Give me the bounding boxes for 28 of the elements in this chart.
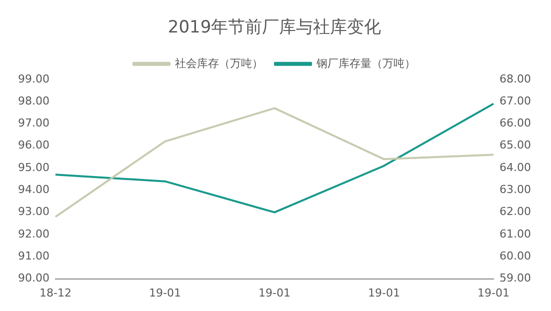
y-tick-label: 94.00 xyxy=(18,183,50,196)
y2-tick-label: 68.00 xyxy=(500,72,532,86)
legend-label: 钢厂库存量（万吨） xyxy=(316,56,416,70)
y2-tick-label: 59.00 xyxy=(500,272,532,285)
x-tick-label: 19-01 xyxy=(478,286,510,300)
x-tick-label: 19-01 xyxy=(258,286,290,300)
y2-tick-label: 62.00 xyxy=(500,205,532,218)
y-tick-label: 96.00 xyxy=(18,138,50,152)
y2-tick-label: 63.00 xyxy=(500,183,532,196)
y2-tick-label: 66.00 xyxy=(500,116,532,130)
y-tick-label: 90.00 xyxy=(18,272,50,285)
y-tick-label: 93.00 xyxy=(18,205,50,218)
chart-title: 2019年节前厂库与社库变化 xyxy=(168,18,382,38)
y-tick-label: 95.00 xyxy=(18,160,50,174)
y-tick-label: 99.00 xyxy=(18,72,50,86)
y2-tick-label: 60.00 xyxy=(500,250,532,263)
y2-tick-label: 67.00 xyxy=(500,94,532,108)
y2-tick-label: 61.00 xyxy=(500,227,532,240)
y2-tick-label: 64.00 xyxy=(500,160,532,174)
x-tick-label: 18-12 xyxy=(40,286,72,300)
legend-label: 社会库存（万吨） xyxy=(175,56,263,70)
y-tick-label: 91.00 xyxy=(18,250,50,263)
y-tick-label: 98.00 xyxy=(18,94,50,108)
y2-tick-label: 65.00 xyxy=(500,138,532,152)
x-tick-label: 19-01 xyxy=(368,286,400,300)
y-tick-label: 97.00 xyxy=(18,116,50,130)
x-tick-label: 19-01 xyxy=(149,286,181,300)
y-tick-label: 92.00 xyxy=(18,227,50,240)
